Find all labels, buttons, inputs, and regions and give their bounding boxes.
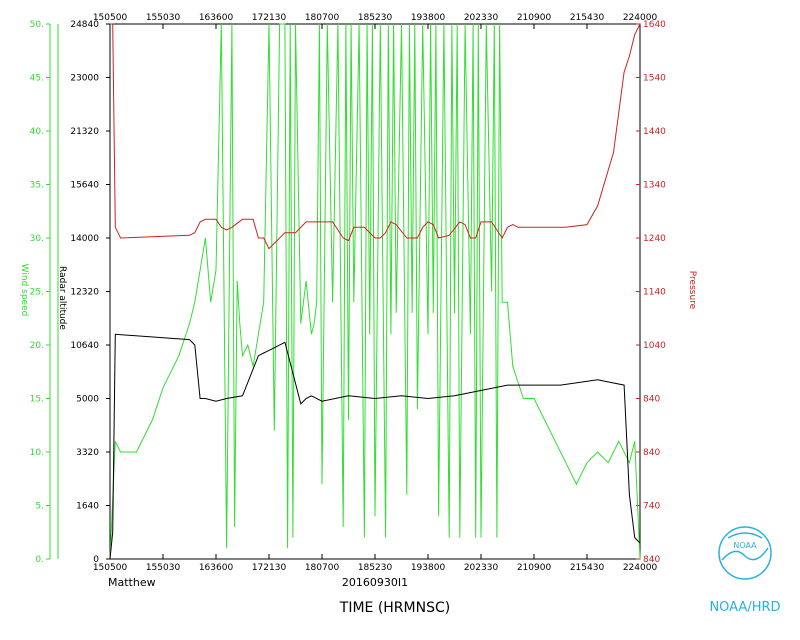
x-tick-label: 202330 — [464, 13, 499, 23]
x-tick-label: 150500 — [93, 563, 128, 573]
x-tick-label: 202330 — [464, 563, 499, 573]
y-tick-label: 50. — [30, 20, 44, 30]
x-tick-label: 163600 — [199, 563, 234, 573]
x-tick-label: 224000 — [623, 13, 658, 23]
y-tick-label: 12320 — [70, 288, 99, 298]
y-tick-label: 35. — [30, 181, 44, 191]
noaa-hrd-label: NOAA/HRD — [709, 600, 780, 615]
y-tick-label: 45. — [30, 74, 44, 84]
x-tick-label: 150500 — [93, 13, 128, 23]
y-tick-label: 0 — [93, 555, 99, 565]
y-tick-label: 0. — [35, 555, 44, 565]
y-tick-label: 740 — [643, 502, 660, 512]
x-tick-label: 215430 — [570, 13, 605, 23]
x-axis-bottom: 150500 155030 163600 172130 180700 185230 1938… — [93, 554, 658, 573]
x-tick-label: 155030 — [146, 563, 181, 573]
y-tick-label: 20. — [30, 341, 44, 351]
pressure-axis-title: Pressure — [687, 271, 697, 310]
y-tick-label: 1540 — [643, 74, 666, 84]
noaa-logo-icon: NOAA — [718, 526, 772, 580]
y-tick-label: 840 — [643, 448, 660, 458]
y-tick-label: 5000 — [76, 395, 99, 405]
pressure-series — [110, 23, 641, 250]
altitude-axis: 0 1640 3320 5000 10640 12320 14000 15640 21320 23… — [57, 20, 110, 565]
x-tick-label: 210900 — [517, 563, 552, 573]
x-tick-label: 185230 — [358, 563, 393, 573]
y-tick-label: 14000 — [70, 234, 99, 244]
y-tick-label: 1640 — [76, 502, 99, 512]
x-tick-label: 163600 — [199, 13, 234, 23]
wind-axis-title: Wind speed — [19, 264, 29, 317]
y-tick-label: 3320 — [76, 448, 99, 458]
y-tick-label: 24840 — [70, 20, 99, 30]
y-tick-label: 840 — [643, 395, 660, 405]
y-tick-label: 40. — [30, 127, 44, 137]
y-tick-label: 21320 — [70, 127, 99, 137]
altitude-axis-title: Radar altitude — [57, 266, 67, 330]
pressure-axis: 840 740 840 840 1040 1140 1240 1340 1440 1540 1640 — [636, 20, 666, 565]
x-tick-label: 185230 — [358, 13, 393, 23]
y-tick-label: 10640 — [70, 341, 99, 351]
y-tick-label: 25. — [30, 288, 44, 298]
altitude-series — [109, 333, 641, 560]
y-tick-label: 5. — [35, 502, 44, 512]
x-tick-label: 180700 — [305, 13, 340, 23]
x-tick-label: 193800 — [411, 13, 446, 23]
y-tick-label: 15640 — [70, 181, 99, 191]
x-tick-label: 215430 — [570, 563, 605, 573]
y-tick-label: 1440 — [643, 127, 666, 137]
storm-name: Matthew — [108, 576, 156, 589]
y-tick-label: 10. — [30, 448, 44, 458]
x-tick-label: 224000 — [623, 563, 658, 573]
x-tick-label: 172130 — [252, 13, 287, 23]
wind-speed-series — [109, 23, 641, 560]
y-tick-label: 15. — [30, 395, 44, 405]
svg-text:NOAA: NOAA — [733, 541, 757, 550]
y-tick-label: 30. — [30, 234, 44, 244]
x-tick-label: 193800 — [411, 563, 446, 573]
wind-speed-axis: 0. 5. 10. 15. 20. 25. 30. 35. 40. 45. 50. — [30, 20, 51, 565]
x-axis-top: 150500 155030 163600 172130 180700 185230 1938… — [93, 13, 658, 29]
y-tick-label: 840 — [643, 555, 660, 565]
y-tick-label: 1140 — [643, 288, 666, 298]
x-tick-label: 155030 — [146, 13, 181, 23]
x-tick-label: 180700 — [305, 563, 340, 573]
x-tick-label: 172130 — [252, 563, 287, 573]
y-tick-label: 1340 — [643, 181, 666, 191]
y-tick-label: 1040 — [643, 341, 666, 351]
flight-id: 20160930I1 — [342, 576, 408, 589]
x-axis-title: TIME (HRMNSC) — [339, 600, 450, 616]
y-tick-label: 23000 — [70, 74, 99, 84]
x-tick-label: 210900 — [517, 13, 552, 23]
y-tick-label: 1240 — [643, 234, 666, 244]
y-tick-label: 1640 — [643, 20, 666, 30]
